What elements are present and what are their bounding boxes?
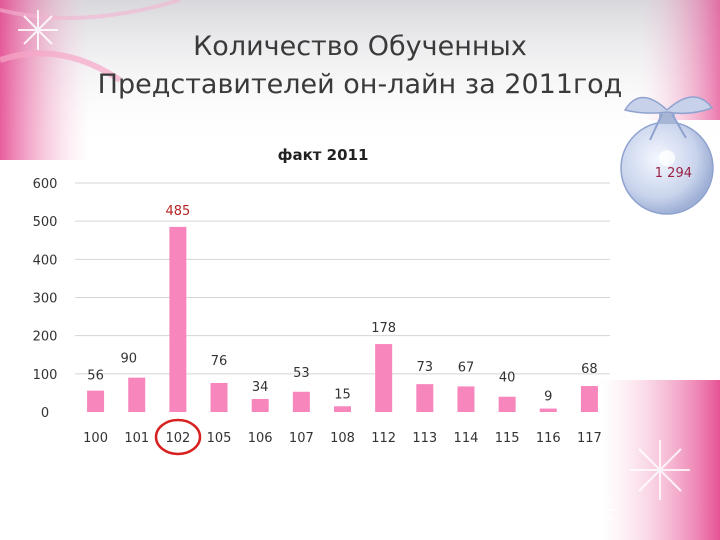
snowflake-icon [18,10,58,50]
bar-106 [251,399,269,412]
bars [87,226,598,412]
x-tick-label: 105 [207,431,232,446]
data-labels: 56 90 485 76 34 53 15 178 73 67 40 9 68 [87,204,597,405]
x-tick-label: 108 [330,431,355,446]
x-tick-label: 114 [454,431,479,446]
bar-112 [375,344,393,412]
bar-115 [498,396,516,412]
data-label-115: 40 [499,371,516,386]
bar-102 [169,226,187,412]
x-tick-label: 112 [371,431,396,446]
bar-107 [292,391,310,412]
bar-117 [580,386,598,412]
data-label-108: 15 [334,387,351,402]
christmas-ornament-icon [620,96,714,215]
y-tick-label: 400 [33,253,58,268]
data-label-117: 68 [581,362,598,377]
grid-lines [75,182,610,375]
y-tick-label: 0 [41,406,49,421]
y-tick-label: 200 [33,330,58,345]
data-label-101: 90 [120,352,137,367]
x-tick-label: 107 [289,431,314,446]
x-tick-label: 113 [412,431,437,446]
y-tick-label: 300 [33,292,58,307]
bar-114 [457,386,475,412]
y-tick-label: 600 [33,177,58,192]
x-tick-label: 102 [165,431,190,446]
bar-116 [539,408,557,412]
data-label-113: 73 [417,360,434,375]
chart-title: факт 2011 [278,146,369,164]
x-tick-label: 101 [124,431,149,446]
bar-101 [128,377,146,412]
snowflake-icon [587,495,617,525]
y-axis-ticks: 0 100 200 300 400 500 600 [33,177,58,421]
data-label-105: 76 [211,354,228,369]
bar-105 [210,382,228,412]
x-tick-label: 115 [495,431,520,446]
page-title-line-2: Представителей он-лайн за 2011год [97,69,623,100]
x-tick-label: 100 [83,431,108,446]
data-label-107: 53 [293,366,310,381]
x-tick-label: 117 [577,431,602,446]
data-label-116: 9 [544,390,552,405]
data-label-102: 485 [165,204,190,219]
bar-113 [416,384,434,412]
x-tick-label: 116 [536,431,561,446]
y-tick-label: 500 [33,215,58,230]
bar-108 [334,406,351,412]
data-label-106: 34 [252,380,269,395]
x-axis-ticks: 100 101 102 105 106 107 108 112 113 114 115 116 117 [83,431,602,446]
bar-100 [87,390,105,412]
page-title-line-1: Количество Обученных [193,31,527,62]
data-label-112: 178 [371,321,396,336]
x-tick-label: 106 [248,431,273,446]
highlight-circle [154,418,202,456]
total-value: 1 294 [654,166,692,181]
data-label-100: 56 [87,369,104,384]
snowflake-icon [630,440,690,500]
page-title: Количество Обученных Представителей он-л… [60,28,660,104]
y-tick-label: 100 [33,368,58,383]
data-label-114: 67 [458,360,475,375]
